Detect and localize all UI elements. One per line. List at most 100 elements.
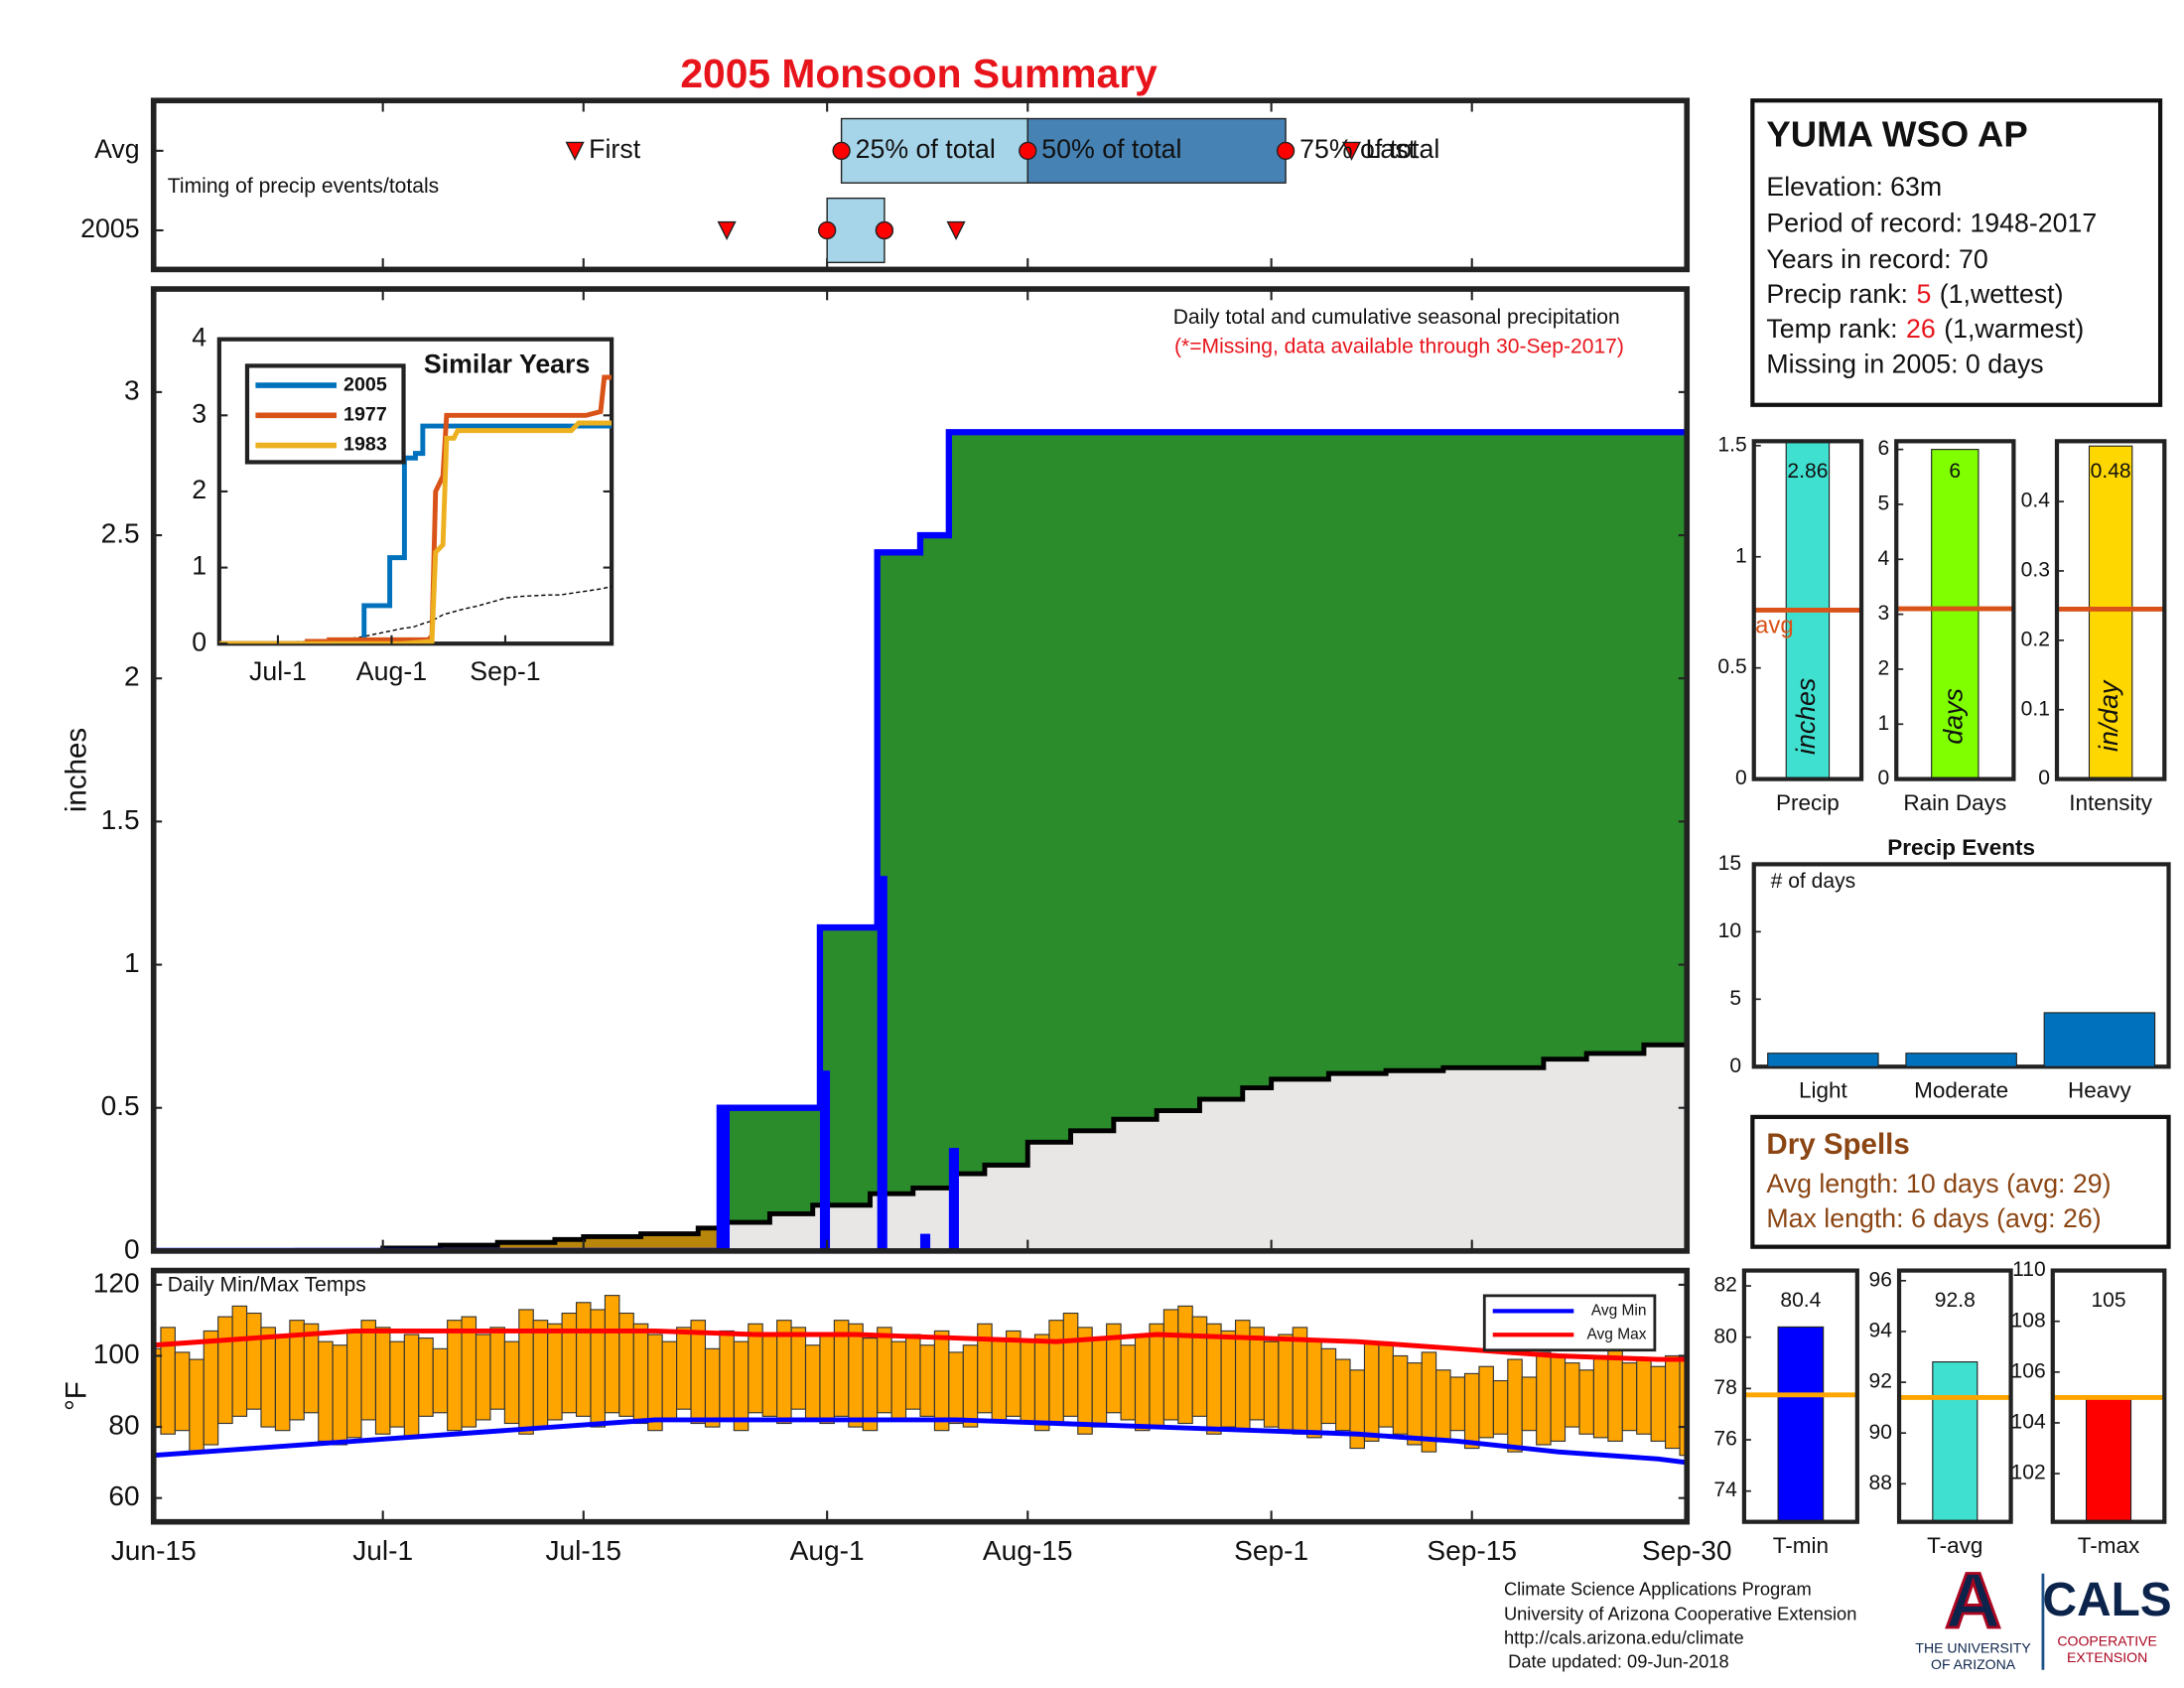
temp-bar — [1263, 1340, 1280, 1428]
temp-bar — [561, 1312, 578, 1414]
y-tick-label: 5 — [1729, 987, 1741, 1010]
temp-bar — [690, 1320, 707, 1425]
x-axis-label: T-avg — [1927, 1533, 1982, 1558]
x-tick-label: Jul-15 — [545, 1535, 621, 1566]
y-tick-label: 0 — [192, 627, 206, 656]
frame — [150, 286, 1691, 1254]
rank-note: (1,wettest) — [1940, 279, 2064, 309]
temp-bar — [231, 1305, 248, 1417]
rank-value: 5 — [1916, 279, 1931, 309]
temp-bar — [862, 1337, 879, 1432]
event-marker — [717, 220, 737, 241]
temp-bar — [1463, 1372, 1480, 1450]
temp-bar — [1177, 1305, 1193, 1425]
temp-bar — [1665, 1354, 1681, 1450]
quantile-marker — [875, 220, 894, 240]
temp-bar — [1578, 1369, 1594, 1435]
chart-subtitle: Daily total and cumulative seasonal prec… — [1173, 306, 1620, 329]
temp-bar — [1592, 1354, 1609, 1439]
temp-bar — [374, 1327, 391, 1435]
chart-title: Daily Min/Max Temps — [168, 1274, 366, 1297]
temp-bar — [877, 1327, 892, 1414]
temp-bar — [547, 1323, 563, 1421]
temp-bar — [518, 1309, 534, 1435]
legend-label: 1983 — [343, 434, 387, 456]
temp-bar — [1478, 1365, 1494, 1439]
series-line — [218, 420, 613, 644]
x-tick-label: Light — [1799, 1078, 1848, 1103]
logo-extension: EXTENSION — [2067, 1649, 2147, 1665]
x-axis-label: T-min — [1773, 1533, 1829, 1558]
temp-bar — [189, 1358, 205, 1453]
plot-area: 80.4 — [1743, 1289, 1857, 1522]
event-marker — [565, 141, 585, 161]
temp-bar — [475, 1334, 491, 1421]
temp-bar — [1407, 1362, 1423, 1446]
logo-university: THE UNIVERSITY — [1915, 1639, 2031, 1655]
x-tick-label: Sep-1 — [470, 656, 540, 686]
marker-label: 50% of total — [1041, 134, 1181, 164]
y-axis-label: # of days — [1771, 870, 1856, 893]
legend-label: 1977 — [343, 404, 387, 426]
x-tick-label: Sep-30 — [1642, 1535, 1732, 1566]
temp-bar — [1306, 1340, 1322, 1439]
unit-label: days — [1938, 688, 1968, 744]
temp-bar — [661, 1340, 678, 1421]
bar — [1767, 1053, 1879, 1067]
logo-extension: COOPERATIVE — [2057, 1632, 2156, 1648]
temp-bar — [332, 1344, 348, 1446]
temp-bar — [360, 1320, 377, 1421]
temp-bar — [1292, 1327, 1308, 1435]
y-tick-label: 74 — [1713, 1478, 1737, 1501]
value-label: 92.8 — [1935, 1289, 1976, 1312]
x-tick-label: Jul-1 — [352, 1535, 413, 1566]
daily-bar — [877, 876, 887, 1251]
temp-bar — [819, 1334, 835, 1425]
y-tick-label: 90 — [1869, 1421, 1892, 1444]
y-tick-label: 104 — [2011, 1411, 2046, 1434]
event-marker — [946, 220, 966, 241]
bar — [1777, 1326, 1825, 1522]
y-tick-label: 4 — [1877, 547, 1889, 570]
daily-bar — [948, 1148, 959, 1251]
footer-line: Date updated: 09-Jun-2018 — [1508, 1651, 1728, 1672]
temp-bar — [890, 1340, 907, 1421]
bar — [1931, 449, 1979, 779]
frame — [1896, 1268, 2013, 1524]
temp-bar — [1650, 1365, 1667, 1442]
series-line — [218, 423, 613, 644]
plot-area — [153, 429, 1688, 1251]
y-tick-label: 60 — [108, 1480, 139, 1511]
temp-bar — [1621, 1362, 1638, 1432]
chart-title: Precip Events — [1887, 835, 2035, 860]
plot-area: inches avg 2.86 — [1753, 441, 1862, 779]
temp-bar — [704, 1347, 721, 1428]
temp-bar — [1191, 1316, 1208, 1417]
footer-line: Climate Science Applications Program — [1504, 1578, 1812, 1599]
temp-bar — [904, 1334, 921, 1410]
y-tick-label: 100 — [93, 1338, 140, 1369]
temp-rank: Temp rank: 26 (1,warmest) — [1766, 314, 2084, 344]
temp-bar — [1564, 1362, 1580, 1428]
temp-bar — [1378, 1344, 1394, 1428]
x-axis-label: Intensity — [2069, 790, 2153, 815]
dry-spells-title: Dry Spells — [1766, 1128, 1909, 1161]
y-tick-label: 92 — [1869, 1370, 1892, 1393]
footer-line: http://cals.arizona.edu/climate — [1504, 1627, 1744, 1648]
x-tick-label: Aug-1 — [356, 656, 427, 686]
bar — [1932, 1361, 1979, 1522]
temp-bar — [1320, 1347, 1337, 1425]
x-tick-label: Aug-1 — [790, 1535, 865, 1566]
temp-bar — [174, 1351, 191, 1432]
dry-spells-line: Max length: 6 days (avg: 26) — [1766, 1203, 2101, 1233]
x-axis-label: T-max — [2078, 1533, 2140, 1558]
frame — [1751, 439, 1864, 781]
station-line: Period of record: 1948-2017 — [1766, 208, 2097, 237]
y-tick-label: 80 — [108, 1410, 139, 1441]
temp-bar — [1507, 1358, 1523, 1453]
station-line: Elevation: 63m — [1766, 172, 1942, 202]
station-name: YUMA WSO AP — [1766, 113, 2027, 154]
y-tick-label: 3 — [124, 374, 140, 405]
precip-rank: Precip rank: 5 (1,wettest) — [1766, 279, 2063, 309]
temp-bar — [1335, 1358, 1351, 1432]
